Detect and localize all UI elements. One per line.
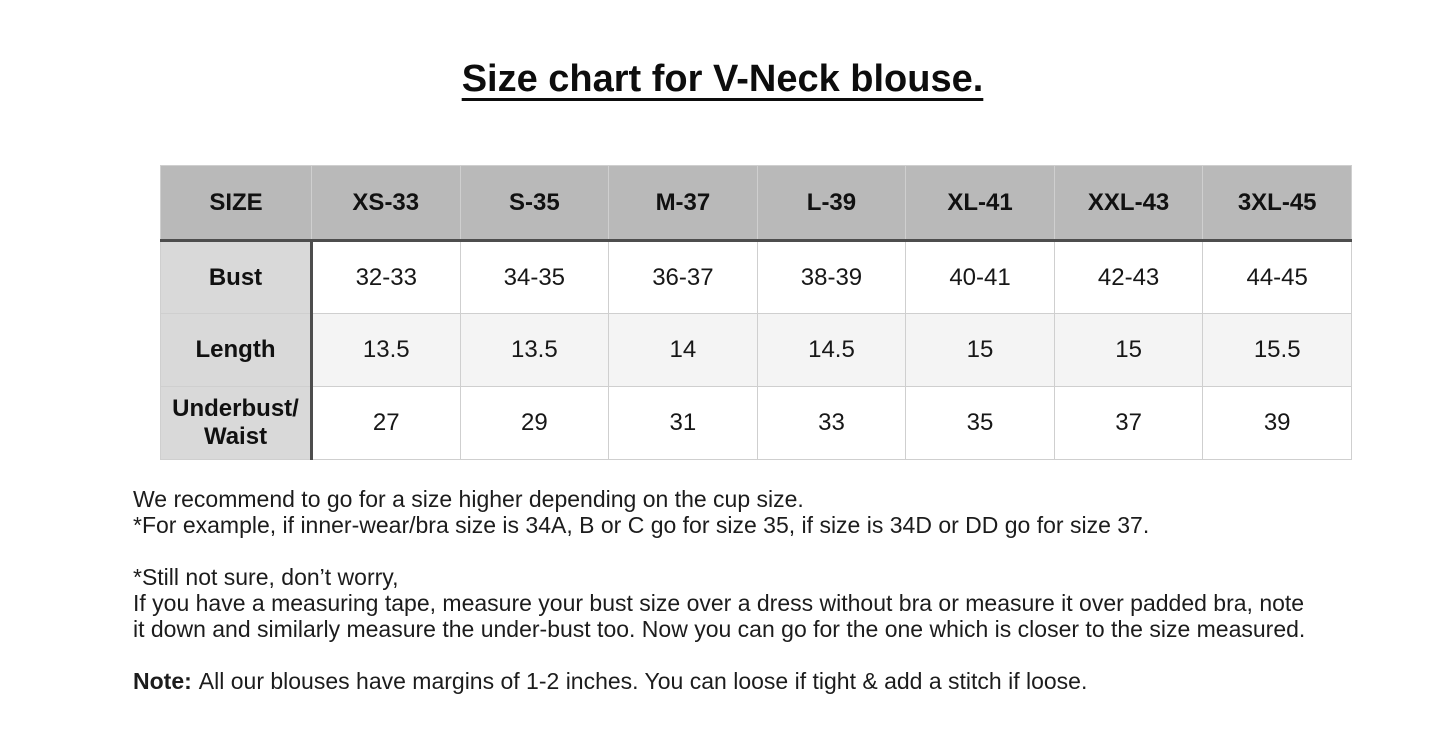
note-line: *Still not sure, don’t worry, bbox=[133, 564, 399, 590]
table-row-length: Length 13.5 13.5 14 14.5 15 15 15.5 bbox=[160, 313, 1352, 387]
notes-section: We recommend to go for a size higher dep… bbox=[133, 486, 1358, 694]
recommendation-paragraph: We recommend to go for a size higher dep… bbox=[133, 486, 1358, 538]
table-cell: 29 bbox=[459, 386, 610, 460]
column-header-3xl-45: 3XL-45 bbox=[1202, 165, 1352, 242]
table-header-row: SIZE XS-33 S-35 M-37 L-39 XL-41 XXL-43 3… bbox=[160, 165, 1352, 242]
row-header-underbust-waist: Underbust/ Waist bbox=[160, 386, 313, 460]
table-cell: 27 bbox=[311, 386, 461, 460]
column-header-s-35: S-35 bbox=[459, 165, 610, 242]
table-cell: 38-39 bbox=[756, 240, 907, 314]
note-line: *For example, if inner-wear/bra size is … bbox=[133, 512, 1150, 538]
margin-note: Note: All our blouses have margins of 1-2… bbox=[133, 668, 1358, 694]
note-line: If you have a measuring tape, measure yo… bbox=[133, 590, 1305, 616]
column-header-size: SIZE bbox=[160, 165, 312, 242]
column-header-xl-41: XL-41 bbox=[905, 165, 1055, 242]
margin-note-label: Note: bbox=[133, 668, 192, 694]
table-cell: 15 bbox=[905, 313, 1055, 387]
margin-note-text: All our blouses have margins of 1-2 inch… bbox=[198, 668, 1088, 694]
table-cell: 35 bbox=[905, 386, 1055, 460]
table-cell: 39 bbox=[1202, 386, 1352, 460]
measuring-paragraph: *Still not sure, don’t worry, If you hav… bbox=[133, 564, 1358, 642]
note-line: We recommend to go for a size higher dep… bbox=[133, 486, 804, 512]
page-title: Size chart for V-Neck blouse. bbox=[461, 58, 984, 100]
table-cell: 15 bbox=[1053, 313, 1204, 387]
row-header-length: Length bbox=[160, 313, 313, 387]
table-cell: 42-43 bbox=[1053, 240, 1204, 314]
table-cell: 37 bbox=[1053, 386, 1204, 460]
table-cell: 34-35 bbox=[459, 240, 610, 314]
table-cell: 14 bbox=[608, 313, 758, 387]
row-header-bust: Bust bbox=[160, 240, 313, 314]
table-cell: 40-41 bbox=[905, 240, 1055, 314]
table-cell: 33 bbox=[756, 386, 907, 460]
table-cell: 14.5 bbox=[756, 313, 907, 387]
column-header-m-37: M-37 bbox=[608, 165, 758, 242]
table-cell: 32-33 bbox=[311, 240, 461, 314]
column-header-xs-33: XS-33 bbox=[311, 165, 461, 242]
table-cell: 13.5 bbox=[311, 313, 461, 387]
table-row-underbust-waist: Underbust/ Waist 27 29 31 33 35 37 39 bbox=[160, 386, 1352, 460]
size-chart-table: SIZE XS-33 S-35 M-37 L-39 XL-41 XXL-43 3… bbox=[160, 165, 1352, 460]
table-cell: 13.5 bbox=[459, 313, 610, 387]
table-row-bust: Bust 32-33 34-35 36-37 38-39 40-41 42-43… bbox=[160, 240, 1352, 314]
column-header-xxl-43: XXL-43 bbox=[1053, 165, 1204, 242]
table-cell: 36-37 bbox=[608, 240, 758, 314]
note-line: it down and similarly measure the under-… bbox=[133, 616, 1306, 642]
table-cell: 15.5 bbox=[1202, 313, 1352, 387]
table-cell: 31 bbox=[608, 386, 758, 460]
column-header-l-39: L-39 bbox=[756, 165, 907, 242]
table-cell: 44-45 bbox=[1202, 240, 1352, 314]
